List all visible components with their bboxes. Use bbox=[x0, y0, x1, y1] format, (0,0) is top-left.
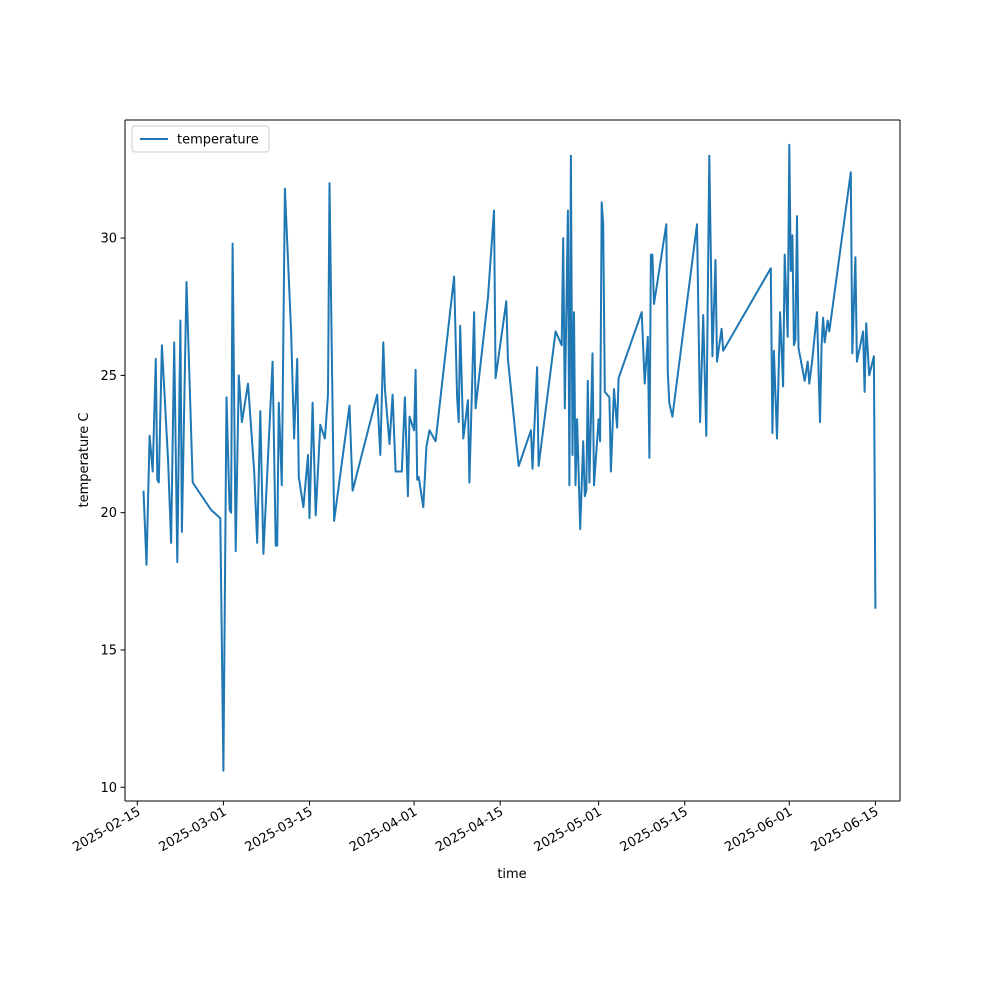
y-tick-label: 10 bbox=[100, 781, 117, 796]
x-tick-label: 2025-03-01 bbox=[156, 804, 229, 855]
axes-frame bbox=[124, 119, 901, 802]
legend: temperature bbox=[131, 125, 270, 153]
x-axis-ticks: 2025-02-15 2025-03-01 2025-03-15 2025-04-01… bbox=[70, 801, 881, 855]
plot-background bbox=[125, 120, 900, 801]
y-tick-label: 15 bbox=[100, 643, 117, 658]
x-axis-label: time bbox=[497, 867, 526, 882]
y-tick-label: 25 bbox=[100, 369, 117, 384]
series-line-0 bbox=[142, 143, 877, 772]
legend-label: temperature bbox=[177, 133, 259, 148]
y-tick-label: 30 bbox=[100, 232, 117, 247]
x-tick-label: 2025-02-15 bbox=[70, 804, 143, 855]
series-layer bbox=[142, 143, 877, 772]
y-axis-label: temperature C bbox=[77, 413, 92, 508]
x-tick-label: 2025-05-15 bbox=[618, 804, 691, 855]
x-tick-label: 2025-06-15 bbox=[808, 804, 881, 855]
x-tick-label: 2025-04-15 bbox=[433, 804, 506, 855]
y-axis-ticks: 10 15 20 25 30 bbox=[100, 232, 125, 796]
x-tick-label: 2025-05-01 bbox=[532, 804, 605, 855]
x-tick-label: 2025-06-01 bbox=[722, 804, 795, 855]
plot-area bbox=[125, 120, 900, 801]
y-tick-label: 20 bbox=[100, 506, 117, 521]
x-tick-label: 2025-04-01 bbox=[347, 804, 420, 855]
x-tick-label: 2025-03-15 bbox=[243, 804, 316, 855]
legend-box bbox=[131, 125, 270, 153]
